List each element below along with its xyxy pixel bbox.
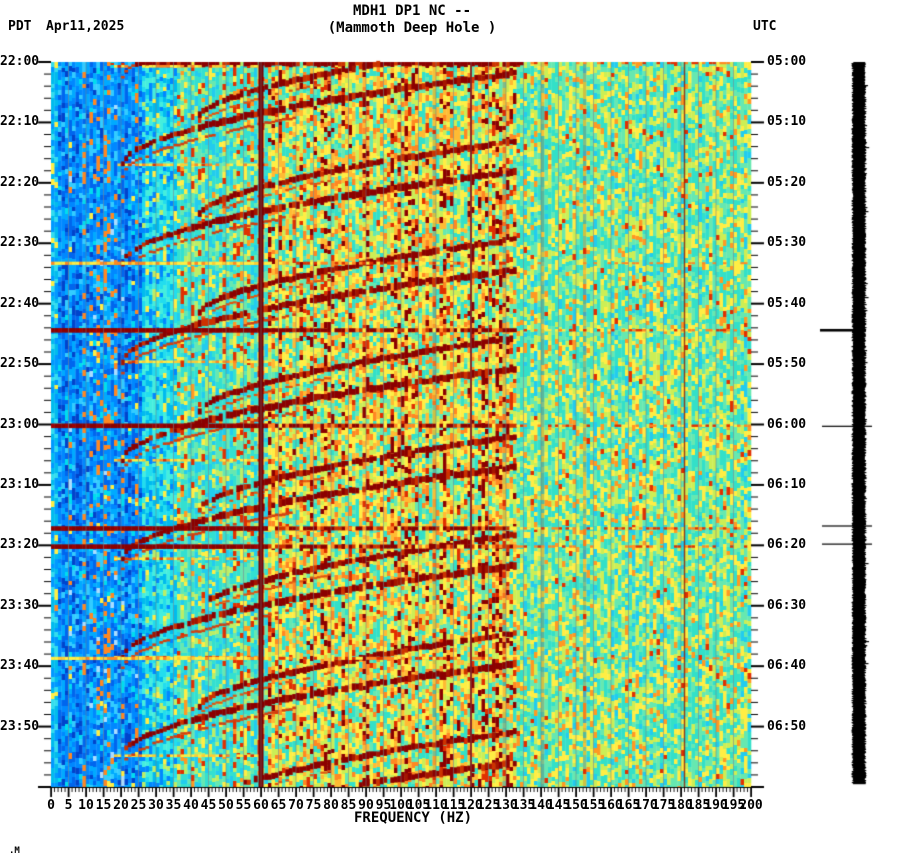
- left-time-tick-label: 22:10: [0, 114, 40, 130]
- right-time-tick-label: 06:40: [767, 658, 807, 674]
- freq-tick-label: 185: [686, 798, 711, 813]
- right-time-tick-label: 06:20: [767, 537, 807, 553]
- left-time-tick-label: 23:20: [0, 537, 40, 553]
- freq-tick-label: 115: [441, 798, 466, 813]
- freq-tick-label: 15: [95, 798, 112, 813]
- left-time-tick-label: 23:10: [0, 476, 40, 492]
- freq-tick-label: 100: [389, 798, 413, 813]
- left-time-tick-label: 23:50: [0, 718, 40, 734]
- freq-tick-label: 45: [200, 798, 217, 813]
- freq-tick-label: 140: [529, 798, 553, 813]
- frequency-axis-title: FREQUENCY (HZ): [353, 810, 473, 826]
- left-time-tick-label: 23:40: [0, 658, 40, 674]
- freq-tick-label: 0: [47, 798, 55, 813]
- right-time-tick-label: 05:30: [767, 235, 807, 251]
- right-time-tick-label: 06:30: [767, 597, 807, 613]
- freq-tick-label: 20: [113, 798, 129, 813]
- freq-tick-label: 95: [375, 798, 392, 813]
- freq-tick-label: 130: [494, 798, 518, 813]
- freq-tick-label: 170: [634, 798, 658, 813]
- freq-tick-label: 160: [599, 798, 623, 813]
- freq-tick-label: 105: [406, 798, 431, 813]
- freq-tick-label: 150: [564, 798, 588, 813]
- left-time-tick-label: 23:30: [0, 597, 40, 613]
- left-time-tick-label: 22:50: [0, 356, 40, 372]
- right-time-tick-label: 05:00: [767, 54, 807, 69]
- freq-tick-label: 165: [616, 798, 641, 813]
- freq-tick-label: 195: [721, 798, 746, 813]
- left-time-tick-label: 22:40: [0, 295, 40, 311]
- freq-tick-label: 175: [651, 798, 676, 813]
- freq-tick-label: 190: [704, 798, 728, 813]
- freq-tick-label: 90: [358, 798, 374, 813]
- freq-tick-label: 70: [288, 798, 304, 813]
- freq-tick-label: 5: [64, 798, 73, 813]
- left-time-tick-label: 22:00: [0, 54, 40, 69]
- left-time-tick-label: 22:30: [0, 235, 40, 251]
- right-time-tick-label: 05:10: [767, 114, 807, 130]
- freq-tick-label: 75: [305, 798, 322, 813]
- freq-tick-label: 65: [270, 798, 287, 813]
- freq-tick-label: 10: [78, 798, 94, 813]
- freq-tick-label: 120: [459, 798, 483, 813]
- freq-tick-label: 155: [581, 798, 606, 813]
- freq-tick-label: 145: [546, 798, 571, 813]
- freq-tick-label: 200: [739, 798, 763, 813]
- right-time-tick-label: 05:40: [767, 295, 807, 311]
- freq-tick-label: 30: [148, 798, 164, 813]
- left-time-tick-label: 22:20: [0, 174, 40, 190]
- freq-tick-label: 180: [669, 798, 693, 813]
- watermark-text: .M: [9, 846, 20, 856]
- freq-tick-label: 60: [253, 798, 269, 813]
- left-time-tick-label: 23:00: [0, 416, 40, 432]
- freq-tick-label: 50: [218, 798, 234, 813]
- freq-tick-label: 80: [323, 798, 339, 813]
- right-time-tick-label: 05:50: [767, 356, 807, 372]
- freq-tick-label: 25: [130, 798, 147, 813]
- freq-tick-label: 110: [424, 798, 448, 813]
- freq-tick-label: 40: [183, 798, 199, 813]
- right-time-tick-label: 06:10: [767, 476, 807, 492]
- right-time-tick-label: 05:20: [767, 174, 807, 190]
- freq-tick-label: 85: [340, 798, 357, 813]
- right-time-tick-label: 06:00: [767, 416, 807, 432]
- freq-tick-label: 55: [235, 798, 252, 813]
- freq-tick-label: 35: [165, 798, 182, 813]
- freq-tick-label: 125: [476, 798, 501, 813]
- right-time-tick-label: 06:50: [767, 718, 807, 734]
- freq-tick-label: 135: [511, 798, 536, 813]
